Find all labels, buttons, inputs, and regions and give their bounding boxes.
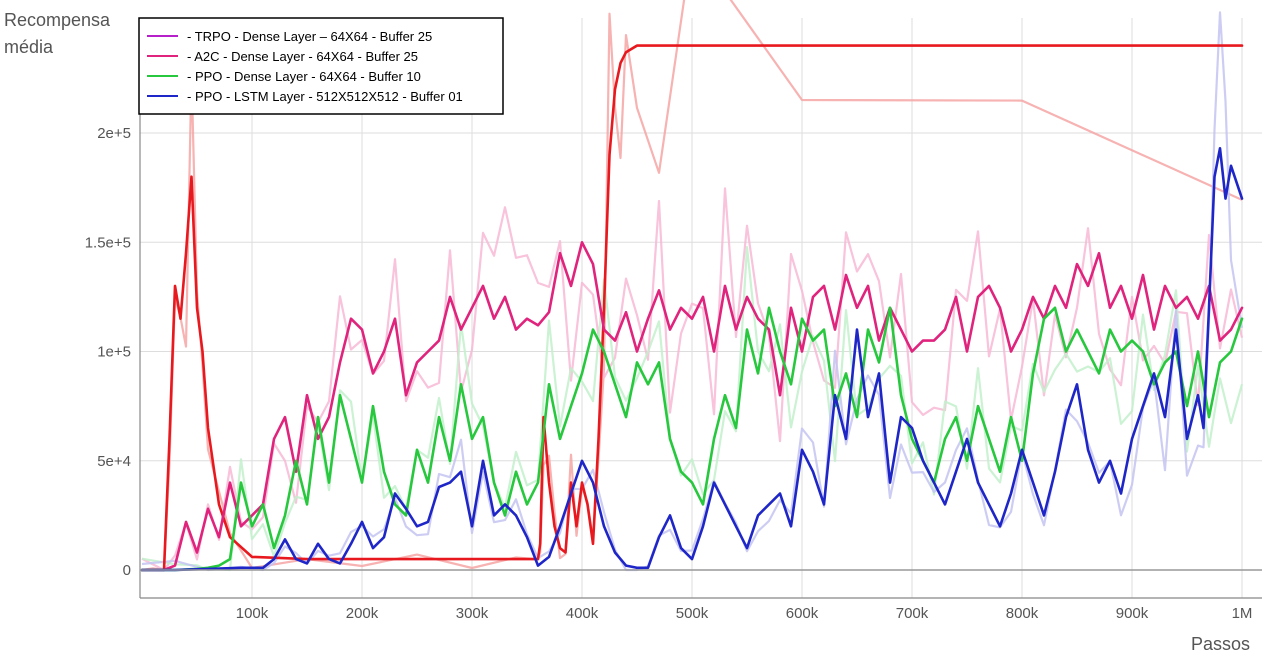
x-tick-label: 800k (1006, 605, 1039, 622)
legend-box (138, 17, 504, 115)
series-line-2 (140, 306, 1244, 572)
y-axis-title-line-2: média (4, 37, 54, 57)
x-tick-label: 300k (456, 605, 489, 622)
legend-label: - A2C - Dense Layer - 64X64 - Buffer 25 (187, 49, 418, 64)
x-tick-label: 100k (236, 605, 269, 622)
x-tick-label: 500k (676, 605, 709, 622)
x-tick-labels: 100k 200k 300k 400k 500k 600k 700k 800k 900k 1M (236, 605, 1253, 622)
series-line-0 (140, 44, 1244, 572)
legend-label: - PPO - Dense Layer - 64X64 - Buffer 10 (187, 69, 421, 84)
x-tick-label: 400k (566, 605, 599, 622)
x-tick-label: 700k (896, 605, 929, 622)
y-tick-label: 1.5e+5 (85, 234, 131, 251)
y-tick-labels: 0 5e+4 1e+5 1.5e+5 2e+5 (85, 125, 131, 579)
y-tick-label: 2e+5 (97, 125, 131, 142)
y-tick-label: 0 (123, 562, 131, 579)
x-axis-title: Passos (1191, 634, 1250, 654)
legend-label: - TRPO - Dense Layer – 64X64 - Buffer 25 (187, 29, 432, 44)
x-tick-label: 600k (786, 605, 819, 622)
series-line-3 (140, 147, 1244, 572)
x-tick-label: 1M (1232, 605, 1253, 622)
y-tick-label: 5e+4 (97, 453, 131, 470)
legend: - TRPO - Dense Layer – 64X64 - Buffer 25… (138, 17, 504, 115)
y-axis-title-line-1: Recompensa (4, 10, 111, 30)
legend-label: - PPO - LSTM Layer - 512X512X512 - Buffe… (187, 89, 463, 104)
y-tick-label: 1e+5 (97, 344, 131, 361)
legend-items: - TRPO - Dense Layer – 64X64 - Buffer 25… (147, 29, 463, 104)
x-tick-label: 200k (346, 605, 379, 622)
raw-series-line-2 (141, 246, 1244, 572)
series-line-1 (140, 241, 1244, 572)
x-tick-label: 900k (1116, 605, 1149, 622)
smoothed-series-lines (140, 44, 1244, 572)
